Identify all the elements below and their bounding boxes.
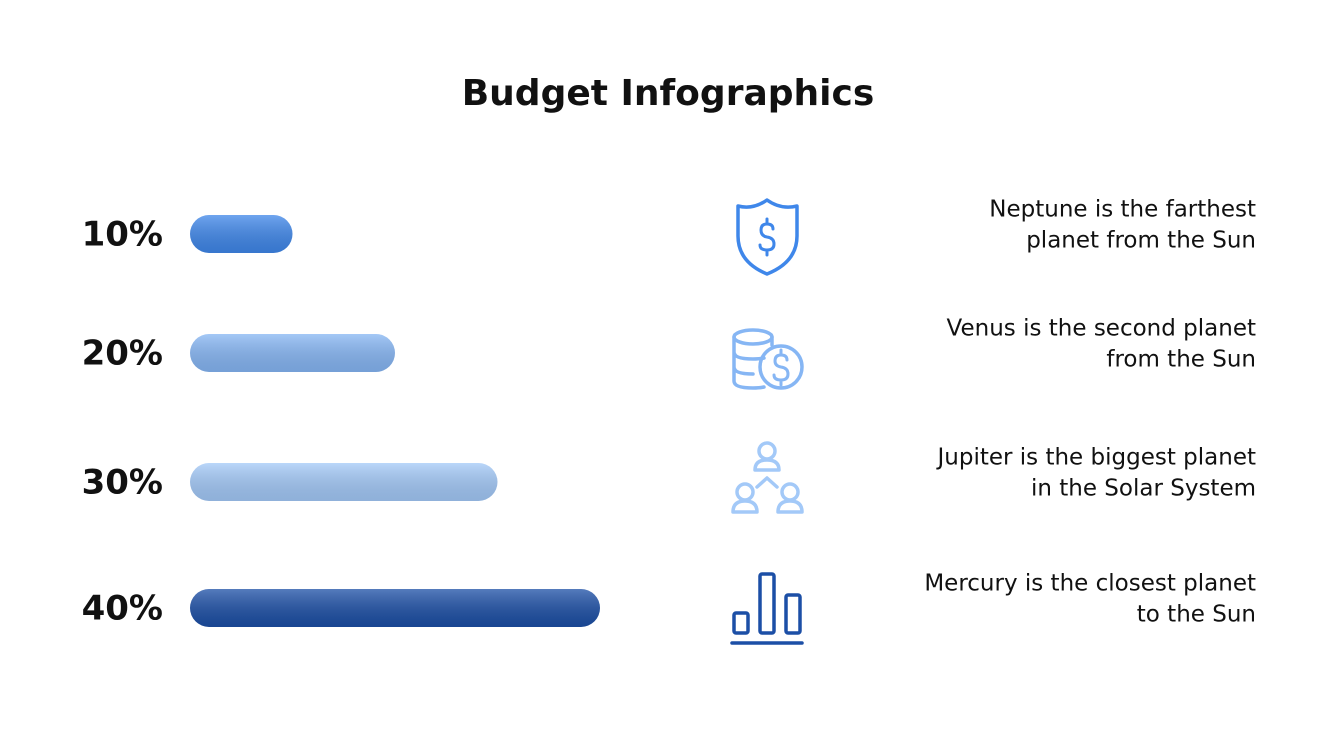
coins-icon	[732, 328, 804, 390]
description: in the Solar System	[1031, 476, 1256, 502]
percent-label: 20%	[82, 334, 163, 374]
bar-shade	[190, 589, 600, 627]
title: Budget Infographics	[462, 73, 875, 114]
description: to the Sun	[1137, 602, 1256, 628]
description: Jupiter is the biggest planet	[935, 445, 1256, 471]
team-icon	[731, 441, 804, 514]
description: from the Sun	[1106, 347, 1256, 373]
description: Venus is the second planet	[947, 316, 1256, 342]
bar-shade	[190, 215, 293, 253]
description: planet from the Sun	[1026, 228, 1256, 254]
shield-icon	[736, 198, 799, 276]
description: Mercury is the closest planet	[924, 571, 1256, 597]
bar-shade	[190, 463, 498, 501]
percent-label: 40%	[82, 589, 163, 629]
percent-label: 10%	[82, 215, 163, 255]
description: Neptune is the farthest	[989, 197, 1256, 223]
percent-label: 30%	[82, 463, 163, 503]
bar-shade	[190, 334, 395, 372]
bar-chart-icon	[730, 572, 804, 645]
